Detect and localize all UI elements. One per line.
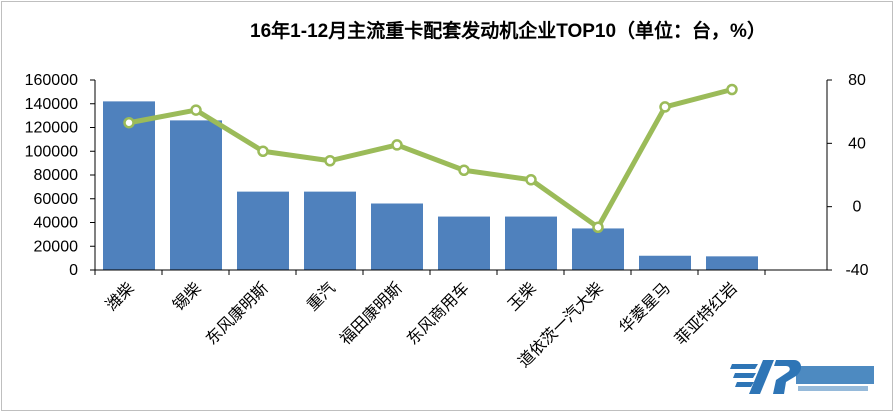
line-point — [525, 174, 537, 186]
line-point — [257, 145, 269, 157]
left-tick-label: 60000 — [34, 191, 79, 208]
left-tick-label: 140000 — [25, 96, 78, 113]
right-tick-label: -40 — [845, 262, 868, 279]
left-tick-label: 160000 — [25, 72, 78, 89]
left-tick-label: 0 — [69, 262, 78, 279]
x-axis-ticks — [94, 270, 766, 275]
category-label: 玉柴 — [504, 278, 540, 314]
category-label: 华菱星马 — [615, 278, 674, 337]
line-point — [726, 83, 738, 96]
bar — [304, 191, 356, 270]
left-tick-label: 80000 — [34, 167, 79, 184]
bar — [237, 191, 289, 270]
left-axis-ticks: 0 20000 40000 60000 80000 100000 120000 140000 1… — [25, 72, 95, 279]
right-tick-label: 40 — [848, 135, 866, 152]
category-label: 东风康明斯 — [202, 278, 272, 348]
right-axis-ticks: -40 0 40 80 — [827, 72, 869, 279]
line-point — [659, 101, 671, 113]
category-label: 重汽 — [303, 278, 339, 314]
category-label: 菲亚特红岩 — [671, 278, 741, 348]
category-label: 福田康明斯 — [336, 278, 406, 348]
bar — [170, 120, 222, 270]
category-label: 东风商用车 — [403, 278, 473, 348]
left-tick-label: 120000 — [25, 120, 78, 137]
left-tick-label: 20000 — [34, 238, 79, 255]
left-tick-label: 40000 — [34, 215, 79, 232]
watermark-logo — [730, 360, 874, 394]
right-tick-label: 0 — [853, 199, 862, 216]
line-point — [123, 117, 135, 129]
line-point — [458, 164, 470, 176]
right-tick-label: 80 — [848, 72, 866, 89]
line-path — [126, 87, 735, 230]
category-label: 潍柴 — [102, 278, 138, 314]
bar — [103, 101, 155, 270]
line-series — [123, 83, 738, 233]
category-label: 锡柴 — [169, 278, 205, 314]
bar — [438, 216, 490, 270]
chart-title: 16年1-12月主流重卡配套发动机企业TOP10（单位：台，%） — [250, 19, 766, 42]
bar — [505, 216, 557, 270]
bar — [706, 256, 758, 270]
bar — [639, 255, 691, 270]
bar — [572, 228, 624, 270]
line-point — [391, 139, 403, 151]
line-point — [592, 221, 604, 233]
line-point — [324, 155, 336, 167]
left-tick-label: 100000 — [25, 143, 78, 160]
bar — [371, 203, 423, 270]
line-point — [190, 104, 202, 116]
bar-series — [103, 101, 758, 270]
